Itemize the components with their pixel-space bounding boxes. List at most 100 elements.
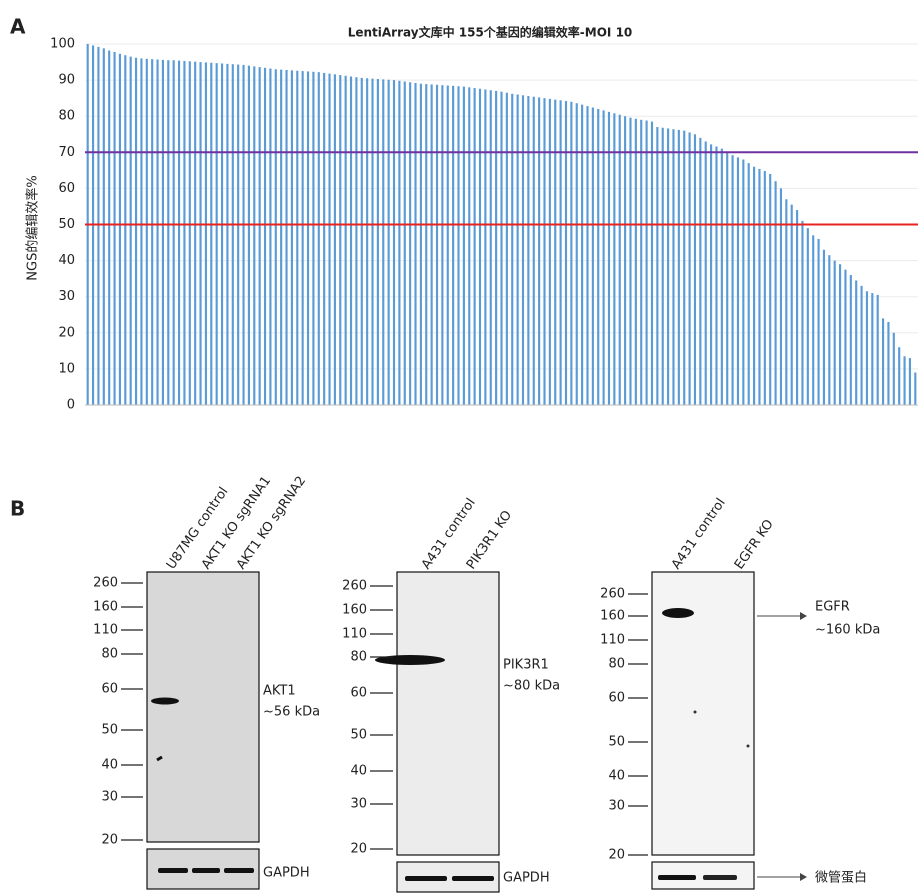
marker-label: 20 [101,833,118,848]
bar [371,79,373,405]
bar [726,152,728,405]
marker-label: 40 [350,764,367,779]
bar [108,50,110,405]
bar [452,86,454,405]
bar [409,82,411,405]
marker-label: 40 [608,769,625,784]
bar [259,67,261,405]
figure: A B LentiArray文库中 155个基因的编辑效率-MOI 10 NGS… [0,0,922,893]
bar [178,61,180,405]
bar [823,250,825,405]
bar [850,275,852,405]
bar [345,76,347,405]
bar [140,58,142,405]
bar [586,106,588,405]
bar [280,70,282,405]
bar [447,86,449,405]
bar [732,155,734,405]
bar [253,66,255,405]
bar [801,221,803,405]
bar [710,144,712,405]
bar [124,55,126,405]
bar [527,96,529,405]
bar [683,131,685,405]
bar [893,333,895,405]
y-tick-label: 50 [58,217,75,232]
y-tick-label: 100 [50,37,75,52]
bar [425,84,427,405]
bar [624,116,626,405]
bar [103,48,105,405]
bar [463,87,465,405]
bar [753,167,755,405]
bar [629,118,631,405]
bar [742,160,744,405]
bar [119,54,121,405]
bar [366,78,368,405]
bar [775,181,777,405]
bar [210,63,212,405]
marker-label: 260 [600,587,625,602]
bar [844,270,846,405]
bar [737,157,739,405]
bar [199,62,201,405]
bar [339,75,341,405]
bar [232,64,234,405]
bar [882,318,884,405]
marker-label: 160 [93,600,118,615]
bar [296,71,298,405]
bar [441,85,443,405]
bar [764,171,766,405]
bar [97,47,99,405]
y-tick-label: 80 [58,109,75,124]
bar [237,65,239,405]
loading-control: 微管蛋白 [815,870,867,886]
lane-label: U87MG control [164,485,232,573]
marker-label: 110 [342,627,367,642]
y-tick-label: 0 [67,398,75,413]
bar [903,356,905,405]
bar [667,128,669,405]
bar [398,81,400,405]
bar [699,138,701,405]
loading-control: GAPDH [263,866,310,881]
bar [205,62,207,405]
bar [242,65,244,405]
bar [812,235,814,405]
bar [350,76,352,405]
bar [807,228,809,405]
bar [769,174,771,405]
bar [871,293,873,405]
bar [538,97,540,405]
bar [226,64,228,405]
bar [640,120,642,405]
marker-label: 160 [342,603,367,618]
marker-label: 80 [608,657,625,672]
bar [404,82,406,405]
bar [662,128,664,405]
marker-label: 260 [342,579,367,594]
y-tick-label: 90 [58,73,75,88]
chart-title: LentiArray文库中 155个基因的编辑效率-MOI 10 [348,25,633,40]
panel-label: B [10,497,25,521]
bar [156,60,158,405]
marker-label: 50 [101,723,118,738]
bar [672,129,674,405]
bar [914,373,916,405]
bar [791,205,793,405]
marker-label: 30 [608,799,625,814]
bar [221,63,223,405]
bar [839,264,841,405]
bar [576,103,578,405]
blot-images [147,572,807,892]
bar [307,71,309,405]
bar [495,91,497,405]
y-tick-label: 70 [58,145,75,160]
bar [500,92,502,405]
bar [828,255,830,405]
bar [484,89,486,405]
bar [748,163,750,405]
bar [130,57,132,405]
bar [543,98,545,405]
marker-label: 260 [93,576,118,591]
